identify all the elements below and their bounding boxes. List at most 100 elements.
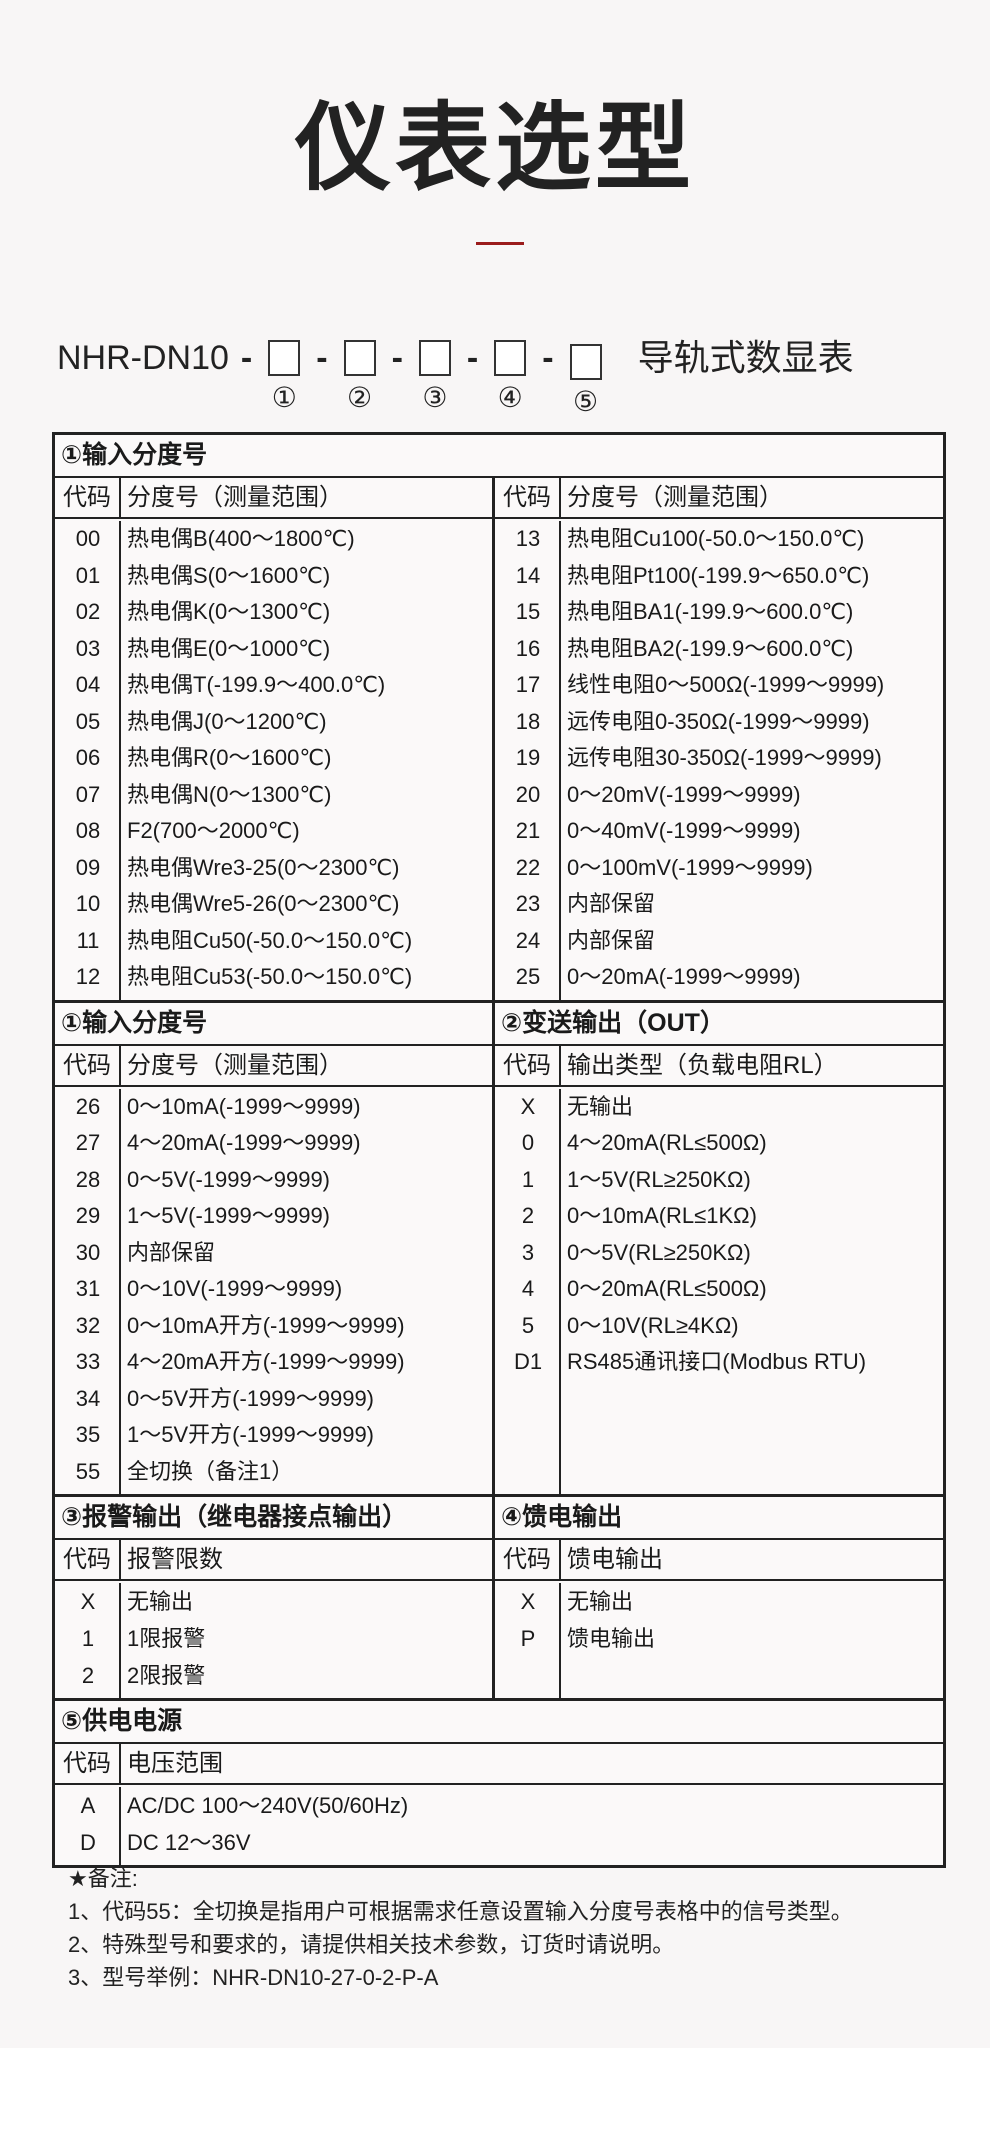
table-row: 15 热电阻BA1(-199.9～600.0℃) <box>495 594 943 631</box>
table-row: 55 全切换（备注1） <box>55 1454 492 1491</box>
row-description: 0～10V(-1999～9999) <box>127 1276 343 1301</box>
column-header-code: 代码 <box>495 1540 561 1579</box>
table-body: A AC/DC 100～240V(50/60Hz) D DC 12～36V <box>55 1787 943 1865</box>
row-code: 35 <box>75 1422 101 1447</box>
table-row: 09 热电偶Wre3-25(0～2300℃) <box>55 850 492 887</box>
row-code: 32 <box>75 1312 101 1338</box>
table-row: 06 热电偶R(0～1600℃) <box>55 740 492 777</box>
slot-box-4 <box>494 340 527 376</box>
table-row: 04 热电偶T(-199.9～400.0℃) <box>55 667 492 704</box>
row-code: X <box>520 1589 536 1614</box>
row-code: 34 <box>75 1385 101 1411</box>
table-row: 12 热电阻Cu53(-50.0～150.0℃) <box>55 959 492 996</box>
row-description: 无输出 <box>567 1093 634 1119</box>
row-code: 55 <box>75 1458 101 1484</box>
column-header: 代码 分度号（测量范围） <box>495 478 943 519</box>
section-power-supply: ⑤供电电源 代码 电压范围 A AC/DC 100～240V(50/60Hz) D DC … <box>55 1701 943 1865</box>
row-code: 31 <box>75 1276 101 1301</box>
row-code: 08 <box>75 818 101 843</box>
row-code: 01 <box>75 562 101 588</box>
table-body: X 无输出 0 4～20mA(RL≤500Ω) 1 1～5V(RL≥250KΩ) 2 0～10… <box>495 1088 943 1494</box>
row-description: 0～5V开方(-1999～9999) <box>127 1385 375 1411</box>
column-header-code: 代码 <box>495 478 561 517</box>
slot-2: ② <box>340 336 380 416</box>
column-header-desc: 分度号（测量范围） <box>127 1051 343 1079</box>
row-description: 0～10mA(-1999～9999) <box>127 1093 361 1119</box>
model-code-line: NHR-DN10 - ① - ② - ③ - ④ - ⑤ 导轨式数显表 <box>57 336 854 420</box>
table-row: 35 1～5V开方(-1999～9999) <box>55 1417 492 1454</box>
note-item: 3、型号举例：NHR-DN10-27-0-2-P-A <box>68 1965 439 1990</box>
slot-number-4: ④ <box>497 382 523 413</box>
row-description: 热电阻BA2(-199.9～600.0℃) <box>567 635 854 661</box>
code-column-divider <box>559 1583 561 1698</box>
row-code: 04 <box>75 672 101 697</box>
row-description: 0～10mA开方(-1999～9999) <box>127 1312 405 1338</box>
column-header-desc: 分度号（测量范围） <box>127 484 343 511</box>
table-body: X 无输出 1 1限报警 2 2限报警 <box>55 1583 492 1698</box>
code-column-divider <box>119 1583 121 1698</box>
row-description: 4～20mA开方(-1999～9999) <box>127 1349 405 1374</box>
table-row: 13 热电阻Cu100(-50.0～150.0℃) <box>495 521 943 558</box>
table-row: 33 4～20mA开方(-1999～9999) <box>55 1344 492 1381</box>
slot-4: ④ <box>490 336 530 416</box>
dash: - <box>240 339 253 377</box>
column-header: 代码 馈电输出 <box>495 1540 943 1581</box>
section-input-type-2: ①输入分度号 代码 分度号（测量范围） 26 0～10mA(-1999～9999) 27… <box>55 1002 495 1494</box>
notes: ★备注: 1、代码55：全切换是指用户可根据需求任意设置输入分度号表格中的信号类… <box>68 1862 853 1994</box>
table-body: 00 热电偶B(400～1800℃) 01 热电偶S(0～1600℃) 02 热电偶K(0… <box>55 521 492 1000</box>
code-column-divider <box>559 1088 561 1494</box>
row-description: 0～5V(RL≥250KΩ) <box>567 1239 751 1265</box>
row-code: 18 <box>515 708 541 734</box>
table-row: 26 0～10mA(-1999～9999) <box>55 1089 492 1126</box>
table-row: 03 热电偶E(0～1000℃) <box>55 631 492 668</box>
selection-table: ①输入分度号 代码 分度号（测量范围） 00 热电偶B(400～1800℃) 01 热电偶… <box>52 432 946 1868</box>
row-description: 4～20mA(-1999～9999) <box>127 1130 361 1155</box>
table-row: 29 1～5V(-1999～9999) <box>55 1198 492 1235</box>
table-row: 23 内部保留 <box>495 886 943 923</box>
row-code: 21 <box>515 818 541 843</box>
row-code: 20 <box>515 781 541 807</box>
row-code: 25 <box>515 964 541 989</box>
row-description: 热电偶B(400～1800℃) <box>127 526 355 551</box>
row-code: X <box>80 1589 96 1614</box>
table-row: D DC 12～36V <box>55 1824 943 1861</box>
note-item: 1、代码55：全切换是指用户可根据需求任意设置输入分度号表格中的信号类型。 <box>68 1899 853 1924</box>
table-row: 00 热电偶B(400～1800℃) <box>55 521 492 558</box>
right-column: 代码 分度号（测量范围） 13 热电阻Cu100(-50.0～150.0℃) 14 热电阻… <box>495 478 943 1000</box>
column-header-code: 代码 <box>55 1540 121 1579</box>
row-description: 0～100mV(-1999～9999) <box>567 854 813 880</box>
row-description: 1～5V(-1999～9999) <box>127 1203 331 1228</box>
dash: - <box>466 339 479 377</box>
slot-box-3 <box>418 340 451 376</box>
column-header: 代码 输出类型（负载电阻RL） <box>495 1045 943 1087</box>
page-background: 仪表选型 NHR-DN10 - ① - ② - ③ - ④ - ⑤ 导轨式数显表 <box>52 95 946 1994</box>
slot-3: ③ <box>415 336 455 416</box>
row-description: 热电阻BA1(-199.9～600.0℃) <box>567 599 854 624</box>
row-code: 5 <box>521 1312 535 1338</box>
row-code: 07 <box>75 781 101 807</box>
table-row: 3 0～5V(RL≥250KΩ) <box>495 1235 943 1272</box>
row-description: 热电偶Wre3-25(0～2300℃) <box>127 854 400 880</box>
section-title: ④馈电输出 <box>495 1497 943 1540</box>
row-code: 22 <box>515 854 541 880</box>
section-input-output: ①输入分度号 代码 分度号（测量范围） 26 0～10mA(-1999～9999) 27… <box>55 1002 943 1497</box>
section-title: ①输入分度号 <box>55 435 943 478</box>
column-header-code: 代码 <box>55 1045 121 1085</box>
column-header: 代码 分度号（测量范围） <box>55 1045 492 1087</box>
column-header-desc: 输出类型（负载电阻RL） <box>567 1051 838 1079</box>
table-body: 26 0～10mA(-1999～9999) 27 4～20mA(-1999～9999)… <box>55 1088 492 1494</box>
slot-number-2: ② <box>347 382 373 413</box>
row-description: 热电偶K(0～1300℃) <box>127 599 331 624</box>
column-header-code: 代码 <box>55 478 121 517</box>
row-code: A <box>80 1793 96 1818</box>
table-row: 14 热电阻Pt100(-199.9～650.0℃) <box>495 558 943 595</box>
row-description: 0～20mA(RL≤500Ω) <box>567 1276 767 1301</box>
row-description: 内部保留 <box>567 927 656 953</box>
table-row: 32 0～10mA开方(-1999～9999) <box>55 1308 492 1345</box>
row-description: 热电阻Cu53(-50.0～150.0℃) <box>127 964 413 989</box>
row-code: 11 <box>76 927 100 953</box>
table-row: 2 0～10mA(RL≤1KΩ) <box>495 1198 943 1235</box>
table-row: X 无输出 <box>495 1583 943 1620</box>
row-code: 1 <box>521 1166 535 1192</box>
row-description: 热电偶T(-199.9～400.0℃) <box>127 672 386 697</box>
